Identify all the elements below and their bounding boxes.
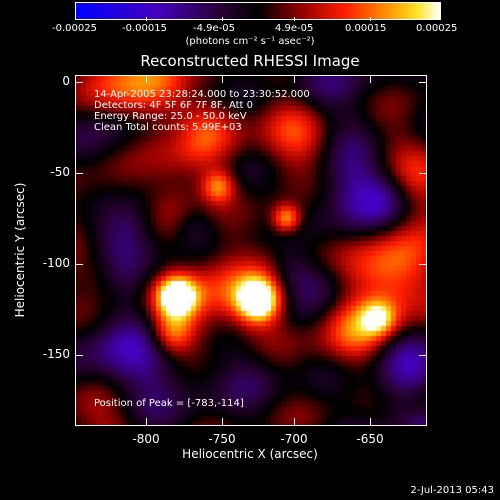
x-axis-label: Heliocentric X (arcsec)	[182, 447, 318, 461]
time-range-annotation: 14-Apr-2005 23:28:24.000 to 23:30:52.000	[94, 89, 310, 100]
x-tick-label: -650	[356, 432, 384, 446]
colorbar-tick-mark	[146, 17, 147, 21]
detectors-annotation: Detectors: 4F 5F 6F 7F 8F, Att 0	[94, 100, 254, 111]
image-plot-area: 14-Apr-2005 23:28:24.000 to 23:30:52.000…	[75, 75, 427, 426]
x-tick-label: -750	[208, 432, 236, 446]
y-tick-label: 0	[62, 74, 70, 88]
x-tick-label: -800	[132, 432, 160, 446]
x-tick-label: -700	[280, 432, 308, 446]
timestamp: 2-Jul-2013 05:43	[410, 485, 494, 496]
y-tick-label: -50	[50, 165, 70, 179]
colorbar-tick-label: 0.00025	[416, 23, 458, 34]
clean-counts-annotation: Clean Total counts: 5.99E+03	[94, 122, 242, 133]
colorbar-tick-mark	[294, 17, 295, 21]
plot-title: Reconstructed RHESSI Image	[140, 52, 360, 70]
colorbar-units: (photons cm⁻² s⁻¹ asec⁻²)	[185, 36, 315, 47]
colorbar-tick-label: 0.00015	[345, 23, 387, 34]
colorbar-tick-label: -0.00025	[52, 23, 97, 34]
colorbar-tick-mark	[370, 17, 371, 21]
rhessi-image-heatmap	[76, 76, 426, 425]
peak-position-annotation: Position of Peak = [-783,-114]	[94, 398, 244, 409]
colorbar-tick-label: -0.00015	[122, 23, 167, 34]
colorbar-tick-label: 4.9e-05	[275, 23, 314, 34]
y-tick-label: -150	[42, 347, 70, 361]
colorbar-tick-label: -4.9e-05	[193, 23, 235, 34]
y-tick-label: -100	[42, 256, 70, 270]
colorbar-tick-mark	[222, 17, 223, 21]
energy-range-annotation: Energy Range: 25.0 - 50.0 keV	[94, 111, 247, 122]
colorbar	[75, 2, 441, 20]
y-axis-label: Heliocentric Y (arcsec)	[13, 182, 27, 318]
